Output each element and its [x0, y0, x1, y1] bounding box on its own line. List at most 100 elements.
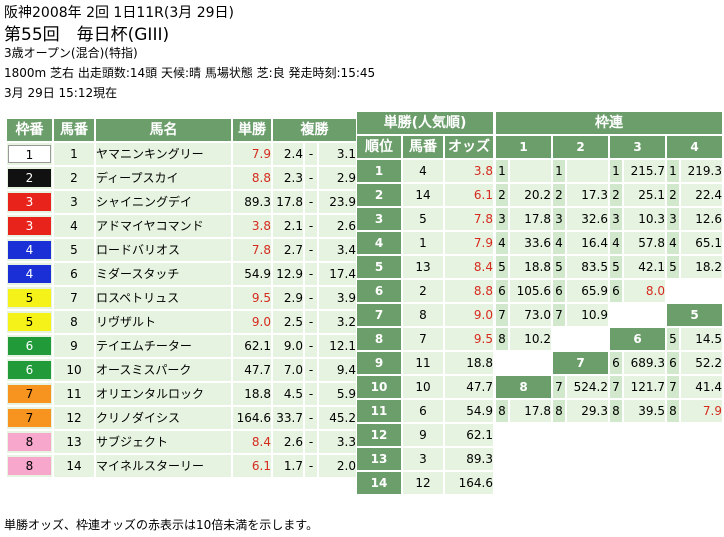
popularity-odds: 3.8	[445, 160, 493, 182]
place-odds-separator: -	[305, 215, 317, 237]
waku-badge: 5	[8, 289, 51, 307]
wakuren-partner-waku: 3	[667, 208, 679, 230]
place-odds-low: 4.5	[273, 383, 303, 405]
place-odds-low: 2.6	[273, 431, 303, 453]
wakuren-odds: 83.5	[567, 256, 608, 278]
popularity-horse-number: 13	[403, 256, 443, 278]
odds-table-header: 枠番 馬番 馬名 単勝 複勝	[7, 119, 356, 141]
popularity-row: 7 8 9.0	[357, 304, 493, 326]
win-odds: 8.8	[233, 167, 271, 189]
popularity-row: 13 3 89.3	[357, 448, 493, 470]
place-odds-high: 3.4	[319, 239, 356, 261]
wakuren-odds: 41.4	[681, 376, 722, 398]
horse-name: ヤマニンキングリー	[96, 143, 231, 165]
waku-cell: 5	[7, 311, 52, 333]
wakuren-odds: 73.0	[510, 304, 551, 326]
place-odds-separator: -	[305, 359, 317, 381]
popularity-table: 単勝(人気順) 順位 馬番 オッズ 1 4 3.8 2 14 6.1 3 5 7.8 4 1 7.9 5…	[355, 110, 495, 496]
wakuren-odds: 18.2	[681, 256, 722, 278]
popularity-odds: 47.7	[445, 376, 493, 398]
table-row: 5 8 リヴザルト 9.0 2.5-3.2	[7, 311, 356, 333]
popularity-rank: 8	[357, 328, 401, 350]
waku-cell: 8	[7, 431, 52, 453]
wakuren-odds: 10.9	[567, 304, 608, 326]
popularity-horse-number: 11	[403, 352, 443, 374]
wakuren-odds: 8.0	[624, 280, 665, 302]
horse-name: マイネルスターリー	[96, 455, 231, 477]
horse-number: 4	[54, 215, 94, 237]
place-odds-low: 9.0	[273, 335, 303, 357]
win-odds: 7.8	[233, 239, 271, 261]
wakuren-odds: 32.6	[567, 208, 608, 230]
wakuren-odds: 524.2	[567, 376, 608, 398]
update-time: 3月 29日 15:12現在	[4, 86, 118, 100]
waku-badge: 8	[8, 433, 51, 451]
waku-cell: 6	[7, 335, 52, 357]
race-title: 第55回 毎日杯(GIII)	[4, 25, 170, 45]
wakuren-partner-waku: 3	[496, 208, 508, 230]
horse-number: 3	[54, 191, 94, 213]
horse-number: 11	[54, 383, 94, 405]
waku-cell: 4	[7, 239, 52, 261]
place-odds-separator: -	[305, 383, 317, 405]
win-odds: 6.1	[233, 455, 271, 477]
wakuren-title: 枠連	[496, 112, 722, 134]
horse-number: 2	[54, 167, 94, 189]
win-odds: 9.5	[233, 287, 271, 309]
horse-number: 5	[54, 239, 94, 261]
horse-number: 13	[54, 431, 94, 453]
popularity-row: 11 6 54.9	[357, 400, 493, 422]
wakuren-partner-waku: 2	[553, 184, 565, 206]
popularity-rank: 12	[357, 424, 401, 446]
table-row: 3 3 シャイニングデイ 89.3 17.8-23.9	[7, 191, 356, 213]
header-waku: 枠番	[7, 119, 52, 141]
wakuren-partner-waku: 4	[667, 232, 679, 254]
table-row: 7 12 クリノダイシス 164.6 33.7-45.2	[7, 407, 356, 429]
place-odds-separator: -	[305, 167, 317, 189]
table-row: 2 2 ディープスカイ 8.8 2.3-2.9	[7, 167, 356, 189]
popularity-horse-number: 14	[403, 184, 443, 206]
wakuren-odds: 65.9	[567, 280, 608, 302]
place-odds-high: 9.4	[319, 359, 356, 381]
place-odds-high: 2.0	[319, 455, 356, 477]
wakuren-odds: 42.1	[624, 256, 665, 278]
wakuren-table: 枠連 1 2 3 4 1 1 1 215.7 1 219.3 2 20.2 2 17.3 2 25.1 2 22.…	[494, 110, 724, 424]
header-odds: オッズ	[445, 136, 493, 158]
place-odds-separator: -	[305, 239, 317, 261]
popularity-row: 3 5 7.8	[357, 208, 493, 230]
popularity-horse-number: 6	[403, 400, 443, 422]
popularity-row: 12 9 62.1	[357, 424, 493, 446]
horse-name: アドマイヤコマンド	[96, 215, 231, 237]
wakuren-odds: 33.6	[510, 232, 551, 254]
header-win: 単勝	[233, 119, 271, 141]
wakuren-odds: 105.6	[510, 280, 551, 302]
popularity-row: 8 7 9.5	[357, 328, 493, 350]
place-odds-low: 33.7	[273, 407, 303, 429]
popularity-odds: 7.9	[445, 232, 493, 254]
popularity-horse-number: 7	[403, 328, 443, 350]
popularity-rank: 11	[357, 400, 401, 422]
wakuren-group-header: 1	[496, 136, 551, 158]
wakuren-odds: 10.3	[624, 208, 665, 230]
popularity-row: 4 1 7.9	[357, 232, 493, 254]
popularity-row: 10 10 47.7	[357, 376, 493, 398]
wakuren-odds: 17.8	[510, 400, 551, 422]
win-odds: 18.8	[233, 383, 271, 405]
header-uma: 馬番	[54, 119, 94, 141]
place-odds-low: 2.9	[273, 287, 303, 309]
wakuren-partner-waku: 2	[610, 184, 622, 206]
wakuren-partner-waku: 7	[553, 376, 565, 398]
race-conditions: 1800m 芝右 出走頭数:14頭 天候:晴 馬場状態 芝:良 発走時刻:15:…	[4, 66, 376, 80]
horse-number: 7	[54, 287, 94, 309]
wakuren-row: 8 10.2 6 5 14.5	[496, 328, 722, 350]
wakuren-group-header: 4	[667, 136, 722, 158]
popularity-row: 2 14 6.1	[357, 184, 493, 206]
waku-badge: 3	[8, 217, 51, 235]
popularity-odds: 8.8	[445, 280, 493, 302]
place-odds-low: 7.0	[273, 359, 303, 381]
wakuren-empty	[667, 280, 722, 302]
wakuren-group-header: 3	[610, 136, 665, 158]
waku-cell: 2	[7, 167, 52, 189]
wakuren-partner-waku: 6	[610, 280, 622, 302]
place-odds-separator: -	[305, 455, 317, 477]
